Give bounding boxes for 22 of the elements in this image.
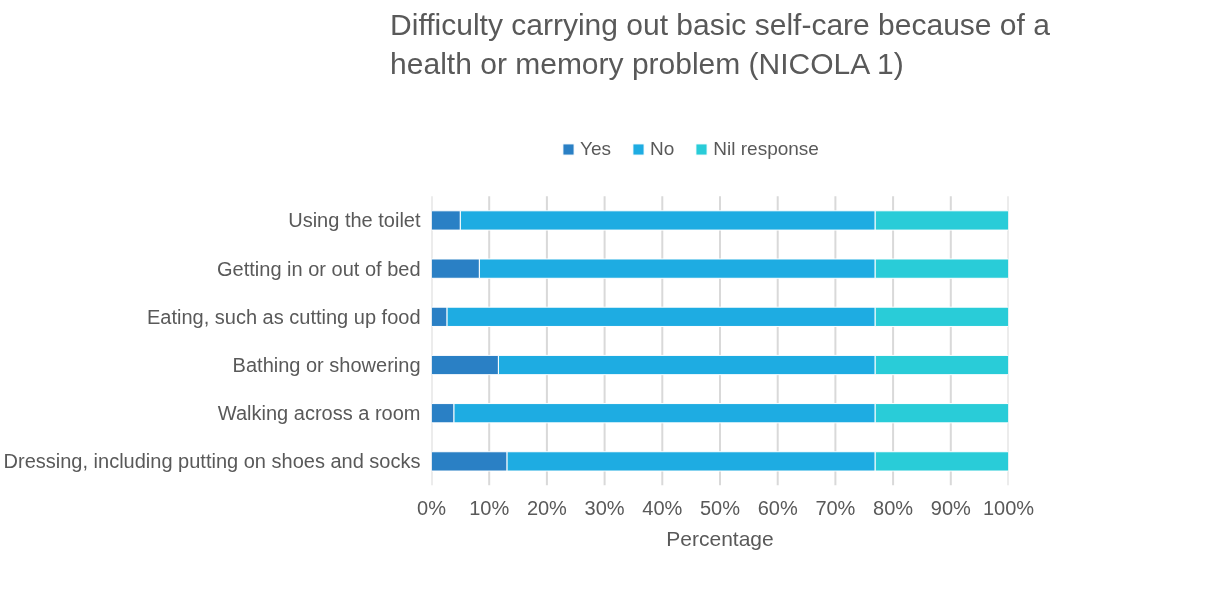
x-tick-label: 70%: [815, 496, 856, 519]
x-tick-label: 90%: [930, 496, 972, 519]
x-tick-label: 50%: [699, 496, 741, 519]
x-tick-label: 30%: [584, 496, 625, 519]
legend-label: Yes: [580, 138, 611, 160]
x-tick-label: 0%: [417, 496, 447, 519]
x-tick-label: 40%: [642, 496, 683, 519]
legend-label: No: [650, 138, 675, 160]
chart-title: Difficulty carrying out basic self-care because of a health or memory problem (NICOLA 1): [390, 7, 1051, 81]
y-tick-label: Using the toilet: [288, 209, 421, 232]
x-tick-label: 20%: [526, 496, 568, 519]
y-tick-label: Eating, such as cutting up food: [146, 305, 421, 328]
y-tick-label: Getting in or out of bed: [217, 257, 421, 280]
y-tick-label: Dressing, including putting on shoes and socks: [3, 450, 421, 473]
x-tick-label: 80%: [873, 496, 914, 519]
y-tick-label: Bathing or showering: [232, 354, 421, 377]
x-tick-label: 100%: [982, 496, 1035, 519]
x-axis-title: Percentage: [666, 526, 774, 550]
x-tick-label: 60%: [757, 496, 798, 519]
x-tick-label: 10%: [469, 496, 510, 519]
legend-label: Nil response: [713, 138, 819, 160]
y-tick-label: Walking across a room: [217, 402, 421, 425]
